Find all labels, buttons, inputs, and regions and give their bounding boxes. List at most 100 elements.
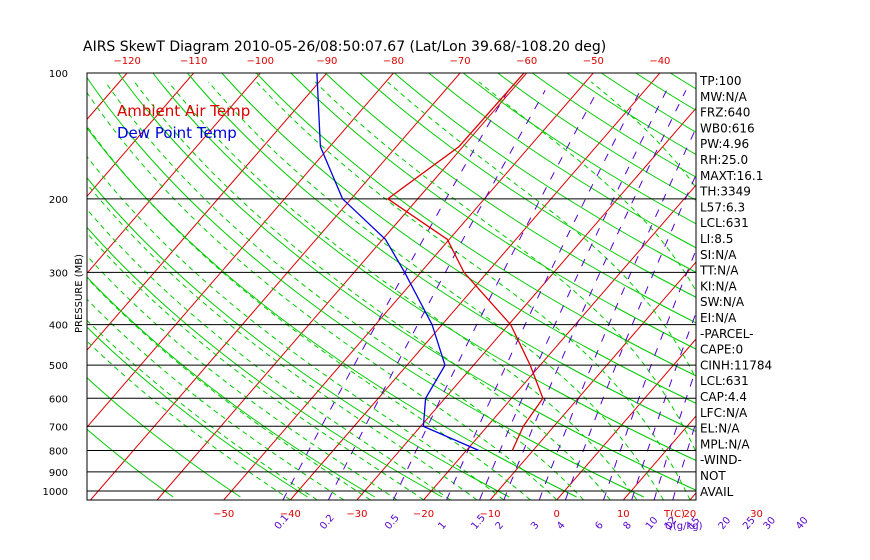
sounding-profiles (316, 73, 544, 452)
stat-item: L57:6.3 (700, 200, 745, 214)
moist-adiabat-line (87, 91, 558, 500)
top-temp-tick-label: −110 (180, 56, 207, 67)
chart-title: AIRS SkewT Diagram 2010-05-26/08:50:07.6… (83, 39, 606, 55)
dry-adiabat-line (290, 73, 696, 350)
stat-item: LCL:631 (700, 374, 749, 388)
stat-item: SI:N/A (700, 248, 737, 262)
isotherm-line (87, 73, 195, 198)
temperature-unit-label: T(C) (663, 509, 685, 520)
stat-item: LCL:631 (700, 216, 749, 230)
mixing-ratio-tick-label: 40 (794, 515, 811, 532)
stat-item: MPL:N/A (700, 437, 750, 451)
legend-ambient-air-temp: Ambient Air Temp (117, 102, 250, 120)
stat-item: CINH:11784 (700, 358, 772, 372)
dry-adiabat-line (87, 177, 510, 498)
stat-item: EL:N/A (700, 422, 740, 436)
stat-item: AVAIL (700, 485, 734, 499)
dry-adiabat-line (462, 73, 696, 225)
bottom-temp-tick-label: −50 (213, 509, 234, 520)
isotherm-line (356, 107, 696, 500)
isotherm-line (0, 73, 60, 500)
dry-adiabat-line (255, 73, 696, 377)
stat-item: RH:25.0 (700, 153, 748, 167)
bottom-temp-tick-label: 30 (750, 509, 763, 520)
mixing-ratio-line (804, 90, 870, 500)
mixing-ratio-line (392, 90, 599, 500)
mixing-ratio-line (479, 90, 668, 500)
moist-adiabat-line (87, 155, 504, 500)
stat-item: SW:N/A (700, 295, 745, 309)
stat-item: FRZ:640 (700, 106, 750, 120)
isotherm-line (87, 73, 394, 428)
legend-dew-point-temp: Dew Point Temp (117, 124, 237, 142)
moist-adiabat-line (134, 81, 611, 500)
isotherm-line (622, 415, 696, 500)
mixing-ratio-tick-label: 0.2 (318, 513, 337, 532)
isotherm-line (87, 73, 328, 351)
stat-item: CAP:4.4 (700, 390, 747, 404)
isotherm-line (90, 73, 461, 500)
bottom-temp-tick-label: −20 (413, 509, 434, 520)
moist-adiabat-line (87, 125, 531, 500)
isotherm-line (156, 73, 528, 500)
stat-item: MAXT:16.1 (700, 169, 763, 183)
bottom-temp-tick-label: −10 (480, 509, 501, 520)
bottom-temp-tick-label: 10 (617, 509, 630, 520)
bottom-temp-tick-label: −30 (346, 509, 367, 520)
dry-adiabat-line (497, 73, 696, 201)
top-temp-tick-label: −90 (316, 56, 337, 67)
mixing-ratio-tick-label: 10 (644, 515, 661, 532)
mixing-ratio-unit-label: Q(g/kg) (665, 521, 703, 532)
dry-adiabat-line (324, 73, 696, 324)
background-grid (0, 73, 870, 500)
mixing-ratio-line (282, 90, 509, 500)
mixing-ratio-tick-label: 2 (494, 520, 507, 532)
mixing-ratio-tick-label: 1 (436, 520, 449, 532)
pressure-tick-label: 600 (49, 394, 68, 405)
stat-item: -WIND- (700, 453, 742, 467)
pressure-tick-label: 1000 (43, 487, 68, 498)
bottom-temp-tick-label: 0 (554, 509, 560, 520)
dry-adiabat-line (393, 73, 696, 273)
mixing-ratio-tick-label: 20 (717, 515, 734, 532)
pressure-tick-label: 700 (49, 422, 68, 433)
top-temp-tick-label: −40 (649, 56, 670, 67)
stat-item: TT:N/A (699, 264, 739, 278)
moist-adiabat-line (256, 81, 691, 500)
moist-adiabat-line (478, 81, 696, 292)
stat-item: KI:N/A (700, 279, 737, 293)
stat-item: TH:3349 (699, 185, 751, 199)
stat-item: TP:100 (699, 74, 742, 88)
stat-item: PW:4.96 (700, 137, 749, 151)
pressure-tick-label: 300 (49, 268, 68, 279)
top-temp-tick-label: −100 (247, 56, 274, 67)
dry-adiabat-line (532, 73, 696, 178)
moist-adiabat-line (87, 340, 291, 500)
dewpoint-profile (316, 73, 480, 452)
mixing-ratio-tick-label: 8 (621, 520, 634, 532)
dry-adiabat-line (359, 73, 696, 298)
pressure-tick-label: 400 (49, 321, 68, 332)
moist-adiabat-line (87, 319, 318, 500)
pressure-tick-label: 100 (49, 69, 68, 80)
moist-adiabat-line (87, 232, 424, 500)
pressure-tick-label: 200 (49, 195, 68, 206)
isotherm-line (289, 73, 661, 500)
mixing-ratio-line (772, 90, 870, 500)
y-axis-label: PRESSURE (MB) (74, 254, 85, 333)
stat-item: CAPE:0 (700, 343, 743, 357)
isotherm-line (423, 184, 696, 500)
stat-item: MW:N/A (700, 90, 748, 104)
moist-adiabat-line (87, 255, 398, 500)
moist-adiabat-line (168, 81, 638, 500)
stat-item: EI:N/A (700, 311, 737, 325)
moist-adiabat-line (87, 277, 371, 500)
bottom-temp-tick-label: −40 (280, 509, 301, 520)
isotherm-line (223, 73, 594, 500)
dry-adiabat-line (152, 73, 696, 461)
dry-adiabat-line (739, 73, 870, 497)
isotherm-line (87, 73, 128, 121)
mixing-ratio-tick-label: 3 (529, 520, 542, 532)
mixing-ratio-line (751, 90, 870, 500)
